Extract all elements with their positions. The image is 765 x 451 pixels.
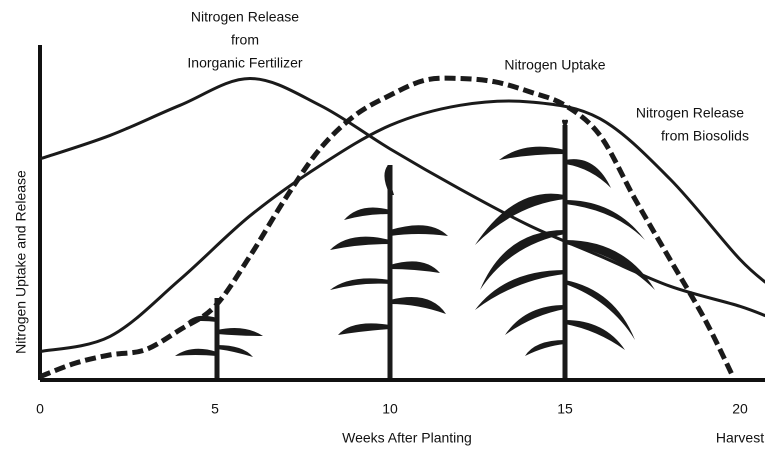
series-label: from Biosolids: [661, 128, 749, 144]
x-axis-title: Weeks After Planting: [342, 430, 472, 446]
x-tick-label: 5: [211, 401, 219, 417]
chart: 0 5 10 15 20 Harvest Weeks After Planting Nitro…: [0, 0, 765, 451]
page: 0 5 10 15 20 Harvest Weeks After Planting Nitro…: [0, 0, 765, 451]
series-label: Nitrogen Release: [191, 9, 299, 25]
x-annotation: Harvest: [716, 430, 764, 446]
x-tick-label: 20: [732, 401, 748, 417]
series-label: from: [231, 32, 259, 48]
line: [40, 101, 765, 352]
y-axis-title: Nitrogen Uptake and Release: [13, 170, 29, 354]
series-label: Inorganic Fertilizer: [187, 55, 302, 71]
series-label: Nitrogen Uptake: [504, 57, 605, 73]
dashed-line: [40, 78, 733, 376]
series-label: Nitrogen Release: [636, 105, 744, 121]
x-tick-label: 0: [36, 401, 44, 417]
x-tick-label: 10: [382, 401, 398, 417]
x-tick-label: 15: [557, 401, 573, 417]
